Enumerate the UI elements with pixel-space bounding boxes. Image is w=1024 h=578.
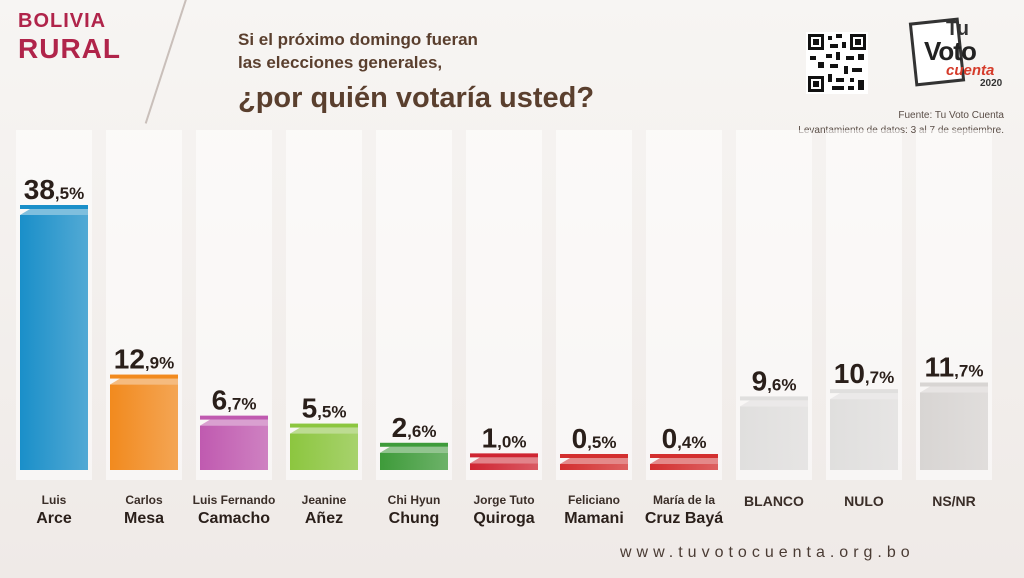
bar-accent-line <box>740 396 808 401</box>
bar-top-face <box>920 386 988 393</box>
value-label: 9,6% <box>752 365 797 396</box>
category-label-line-1: Feliciano <box>568 493 620 507</box>
category-label-line-1: Jeanine <box>302 493 347 507</box>
bar-top-face <box>290 427 358 434</box>
brand-line-1: BOLIVIA <box>18 10 107 32</box>
bar <box>650 464 718 470</box>
bar-top-face <box>560 458 628 464</box>
bar-accent-line <box>560 454 628 458</box>
value-label: 11,7% <box>925 352 984 383</box>
bar-top-face <box>470 457 538 464</box>
bar <box>920 392 988 470</box>
category-label-line-1: Carlos <box>125 493 163 507</box>
question-line-2: las elecciones generales, <box>238 53 443 72</box>
column-bg <box>286 130 362 480</box>
tu-voto-cuenta-logo: Tu Voto cuenta 2020 <box>908 17 1010 98</box>
value-label: 10,7% <box>834 358 894 389</box>
bar-top-face <box>740 400 808 407</box>
bar <box>830 399 898 470</box>
bar-top-face <box>830 393 898 400</box>
bar-accent-line <box>650 454 718 458</box>
logo-text-tu: Tu <box>946 18 969 40</box>
logo-text-voto: Voto <box>924 36 977 66</box>
vote-intention-bar-chart: 38,5% Luis Arce 12,9% Carlos Mesa 6,7% Luis Fer… <box>16 130 992 527</box>
category-label-line-2: Mesa <box>124 510 164 527</box>
category-label-line-2: Añez <box>305 510 343 527</box>
bar <box>110 384 178 470</box>
column-bg <box>646 130 722 480</box>
category-label-line-2: Cruz Bayá <box>645 510 723 527</box>
bar-accent-line <box>110 374 178 379</box>
bar <box>200 425 268 470</box>
value-label: 12,9% <box>114 344 174 375</box>
bar <box>380 452 448 470</box>
bar-accent-line <box>380 442 448 447</box>
source-line-1: Fuente: Tu Voto Cuenta <box>898 110 1004 121</box>
value-label: 2,6% <box>392 412 437 443</box>
category-label-line-2: Quiroga <box>473 510 534 527</box>
website-url: www.tuvotocuenta.org.bo <box>620 544 915 561</box>
category-label: BLANCO <box>744 493 804 509</box>
value-label: 1,0% <box>482 422 527 453</box>
logo-year: 2020 <box>980 78 1003 89</box>
question-line-1: Si el próximo domingo fueran <box>238 30 478 49</box>
bar-top-face <box>650 458 718 464</box>
column-bg <box>376 130 452 480</box>
value-label: 0,4% <box>662 423 707 454</box>
category-label-line-1: María de la <box>653 493 715 507</box>
value-label: 0,5% <box>572 423 617 454</box>
bar-accent-line <box>20 205 88 209</box>
value-label: 5,5% <box>302 393 347 424</box>
brand-title: BOLIVIA RURAL <box>18 10 121 66</box>
category-label-line-2: Arce <box>36 510 72 527</box>
bar-accent-line <box>200 415 268 420</box>
category-label-line-1: Jorge Tuto <box>473 493 534 507</box>
bar <box>560 464 628 470</box>
bar <box>470 463 538 470</box>
bar-top-face <box>110 378 178 385</box>
bar <box>20 215 88 470</box>
category-label-line-2: Camacho <box>198 510 270 527</box>
question-line-3: ¿por quién votaría usted? <box>238 82 595 114</box>
bar-accent-line <box>920 382 988 387</box>
bar-accent-line <box>470 453 538 458</box>
column-bg <box>556 130 632 480</box>
column-bg <box>466 130 542 480</box>
survey-question: Si el próximo domingo fueran las eleccio… <box>238 28 594 118</box>
brand-line-2: RURAL <box>18 33 121 64</box>
bar-top-face <box>380 446 448 453</box>
bar-accent-line <box>290 423 358 428</box>
category-label-line-1: Luis <box>42 493 67 507</box>
bar-top-face <box>20 209 88 215</box>
qr-code-icon <box>806 32 868 94</box>
category-label-line-1: Chi Hyun <box>388 493 441 507</box>
value-label: 38,5% <box>24 174 84 205</box>
value-label: 6,7% <box>212 385 257 416</box>
category-label-line-2: Mamani <box>564 510 624 527</box>
category-label: NS/NR <box>932 493 976 509</box>
bar <box>290 433 358 470</box>
bar <box>740 406 808 470</box>
category-label-line-2: Chung <box>389 510 440 527</box>
category-label-line-1: Luis Fernando <box>193 493 276 507</box>
bar-top-face <box>200 419 268 426</box>
logo-text-cuenta: cuenta <box>946 62 995 79</box>
category-label: NULO <box>844 493 884 509</box>
bar-accent-line <box>830 389 898 394</box>
